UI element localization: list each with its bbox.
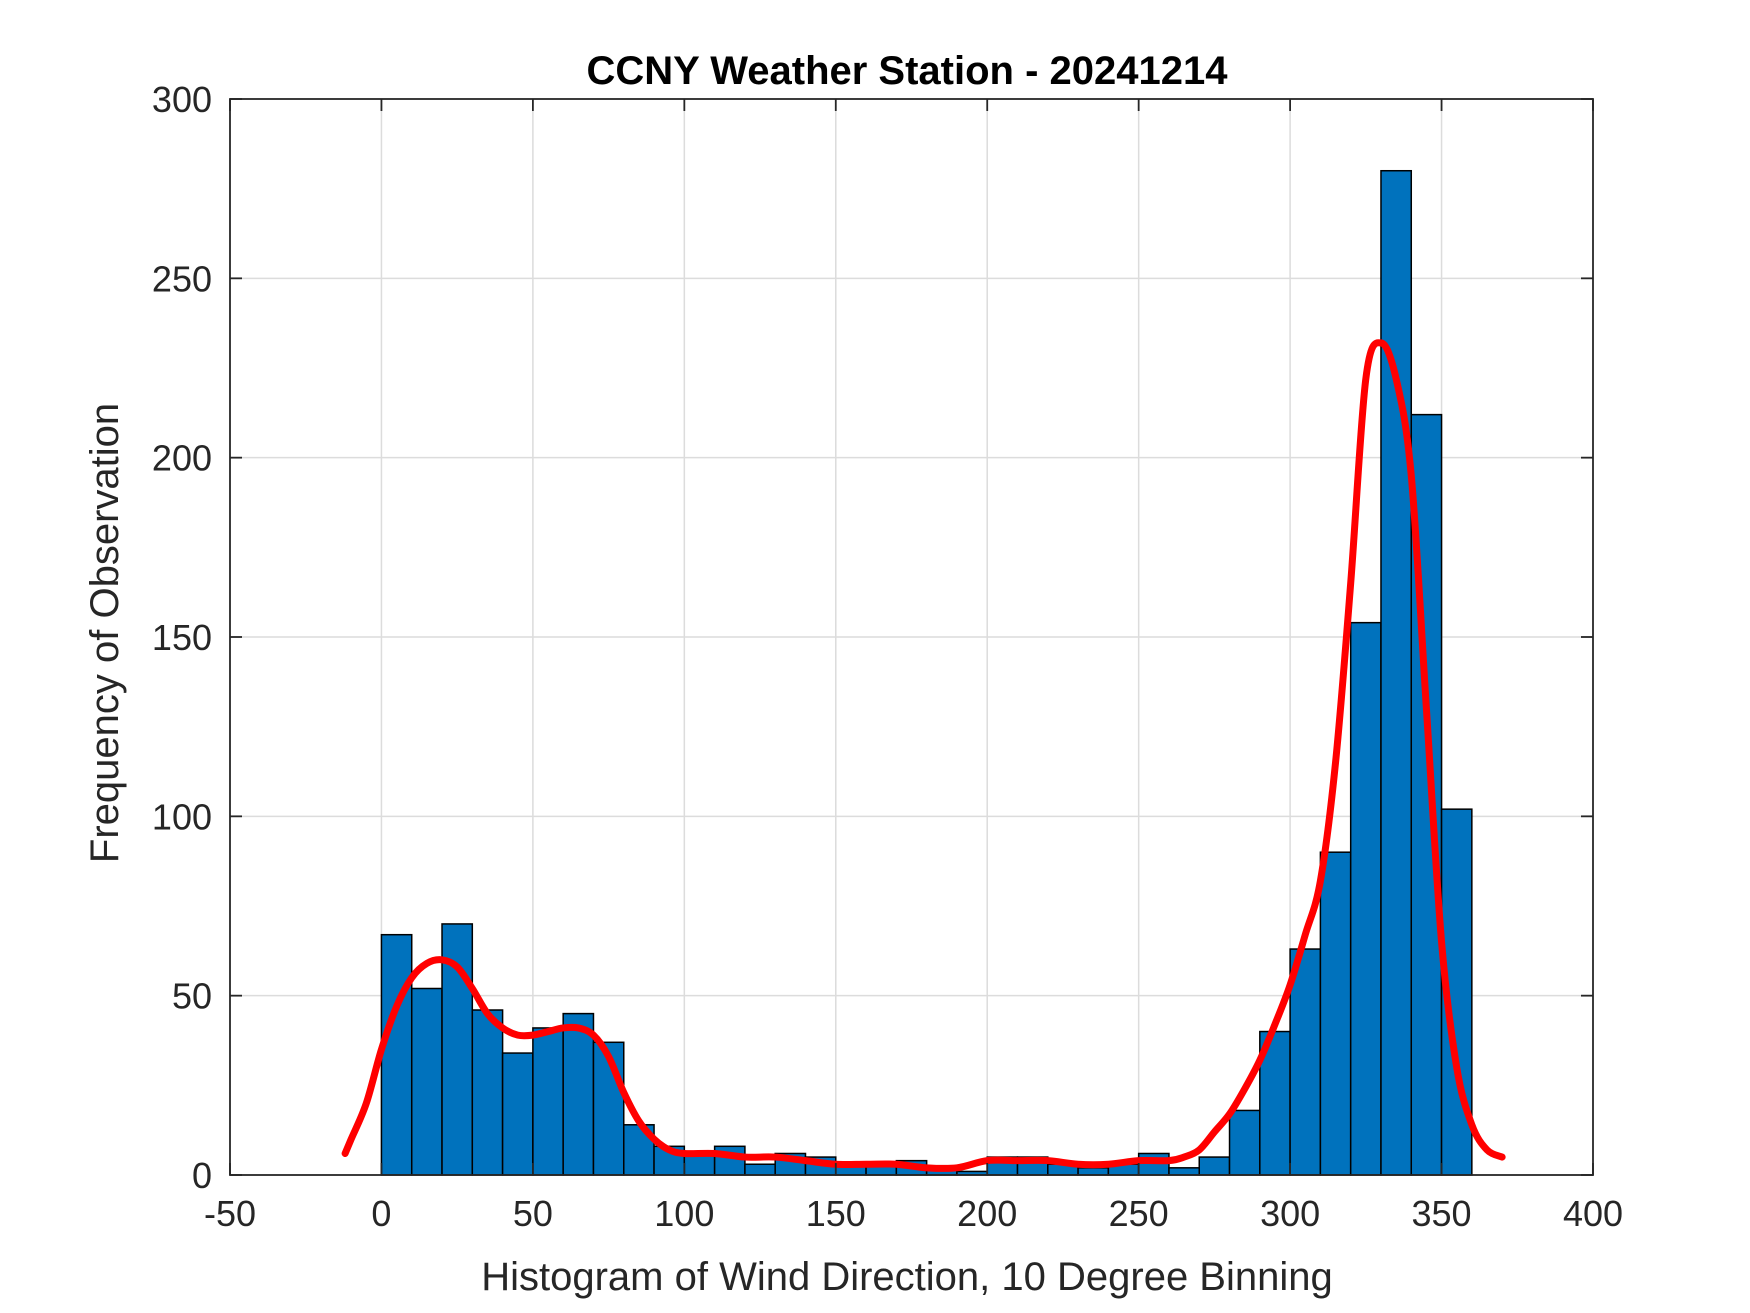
histogram-bar [532, 1027, 564, 1176]
histogram-bars [380, 169, 1473, 1176]
chart-title: CCNY Weather Station - 20241214 [587, 49, 1229, 93]
x-tick-label: 150 [806, 1193, 866, 1234]
x-tick-label: 300 [1260, 1193, 1320, 1234]
histogram-bar [410, 987, 443, 1176]
histogram-bar [1319, 851, 1352, 1176]
x-axis-label: Histogram of Wind Direction, 10 Degree B… [481, 1255, 1333, 1299]
histogram-bar [1077, 1167, 1110, 1176]
y-tick-label: 0 [192, 1155, 212, 1196]
histogram-bar [1228, 1109, 1261, 1176]
histogram-bar [380, 933, 413, 1176]
axes-frame [229, 98, 1594, 1176]
histogram-bar [1198, 1156, 1231, 1176]
x-tick-label: -50 [204, 1193, 256, 1234]
x-tick-label: 250 [1109, 1193, 1169, 1234]
histogram-bar [1289, 948, 1322, 1176]
tick-labels: -50 0 50 100 150 200 250 300 350 4000501001502002… [152, 79, 1623, 1234]
y-tick-label: 150 [152, 617, 212, 658]
histogram-bar [744, 1163, 776, 1176]
histogram-bar [1168, 1167, 1200, 1176]
histogram-bar [562, 1012, 595, 1176]
density-curve-layer [341, 339, 1506, 1173]
y-tick-label: 200 [152, 438, 212, 479]
y-tick-label: 250 [152, 258, 212, 299]
histogram-bar [471, 1009, 504, 1176]
y-tick-label: 100 [152, 796, 212, 837]
histogram-bar [1349, 621, 1382, 1176]
x-tick-label: 100 [654, 1193, 714, 1234]
y-tick-label: 300 [152, 79, 212, 120]
x-tick-label: 350 [1412, 1193, 1472, 1234]
histogram-bar [1380, 169, 1413, 1176]
y-axis-label: Frequency of Observation [83, 403, 127, 863]
density-curve [341, 339, 1506, 1173]
x-tick-label: 50 [513, 1193, 553, 1234]
x-tick-label: 0 [371, 1193, 391, 1234]
x-tick-label: 200 [957, 1193, 1017, 1234]
y-tick-label: 50 [172, 976, 212, 1017]
x-tick-label: 400 [1563, 1193, 1623, 1234]
histogram-bar [501, 1052, 534, 1176]
